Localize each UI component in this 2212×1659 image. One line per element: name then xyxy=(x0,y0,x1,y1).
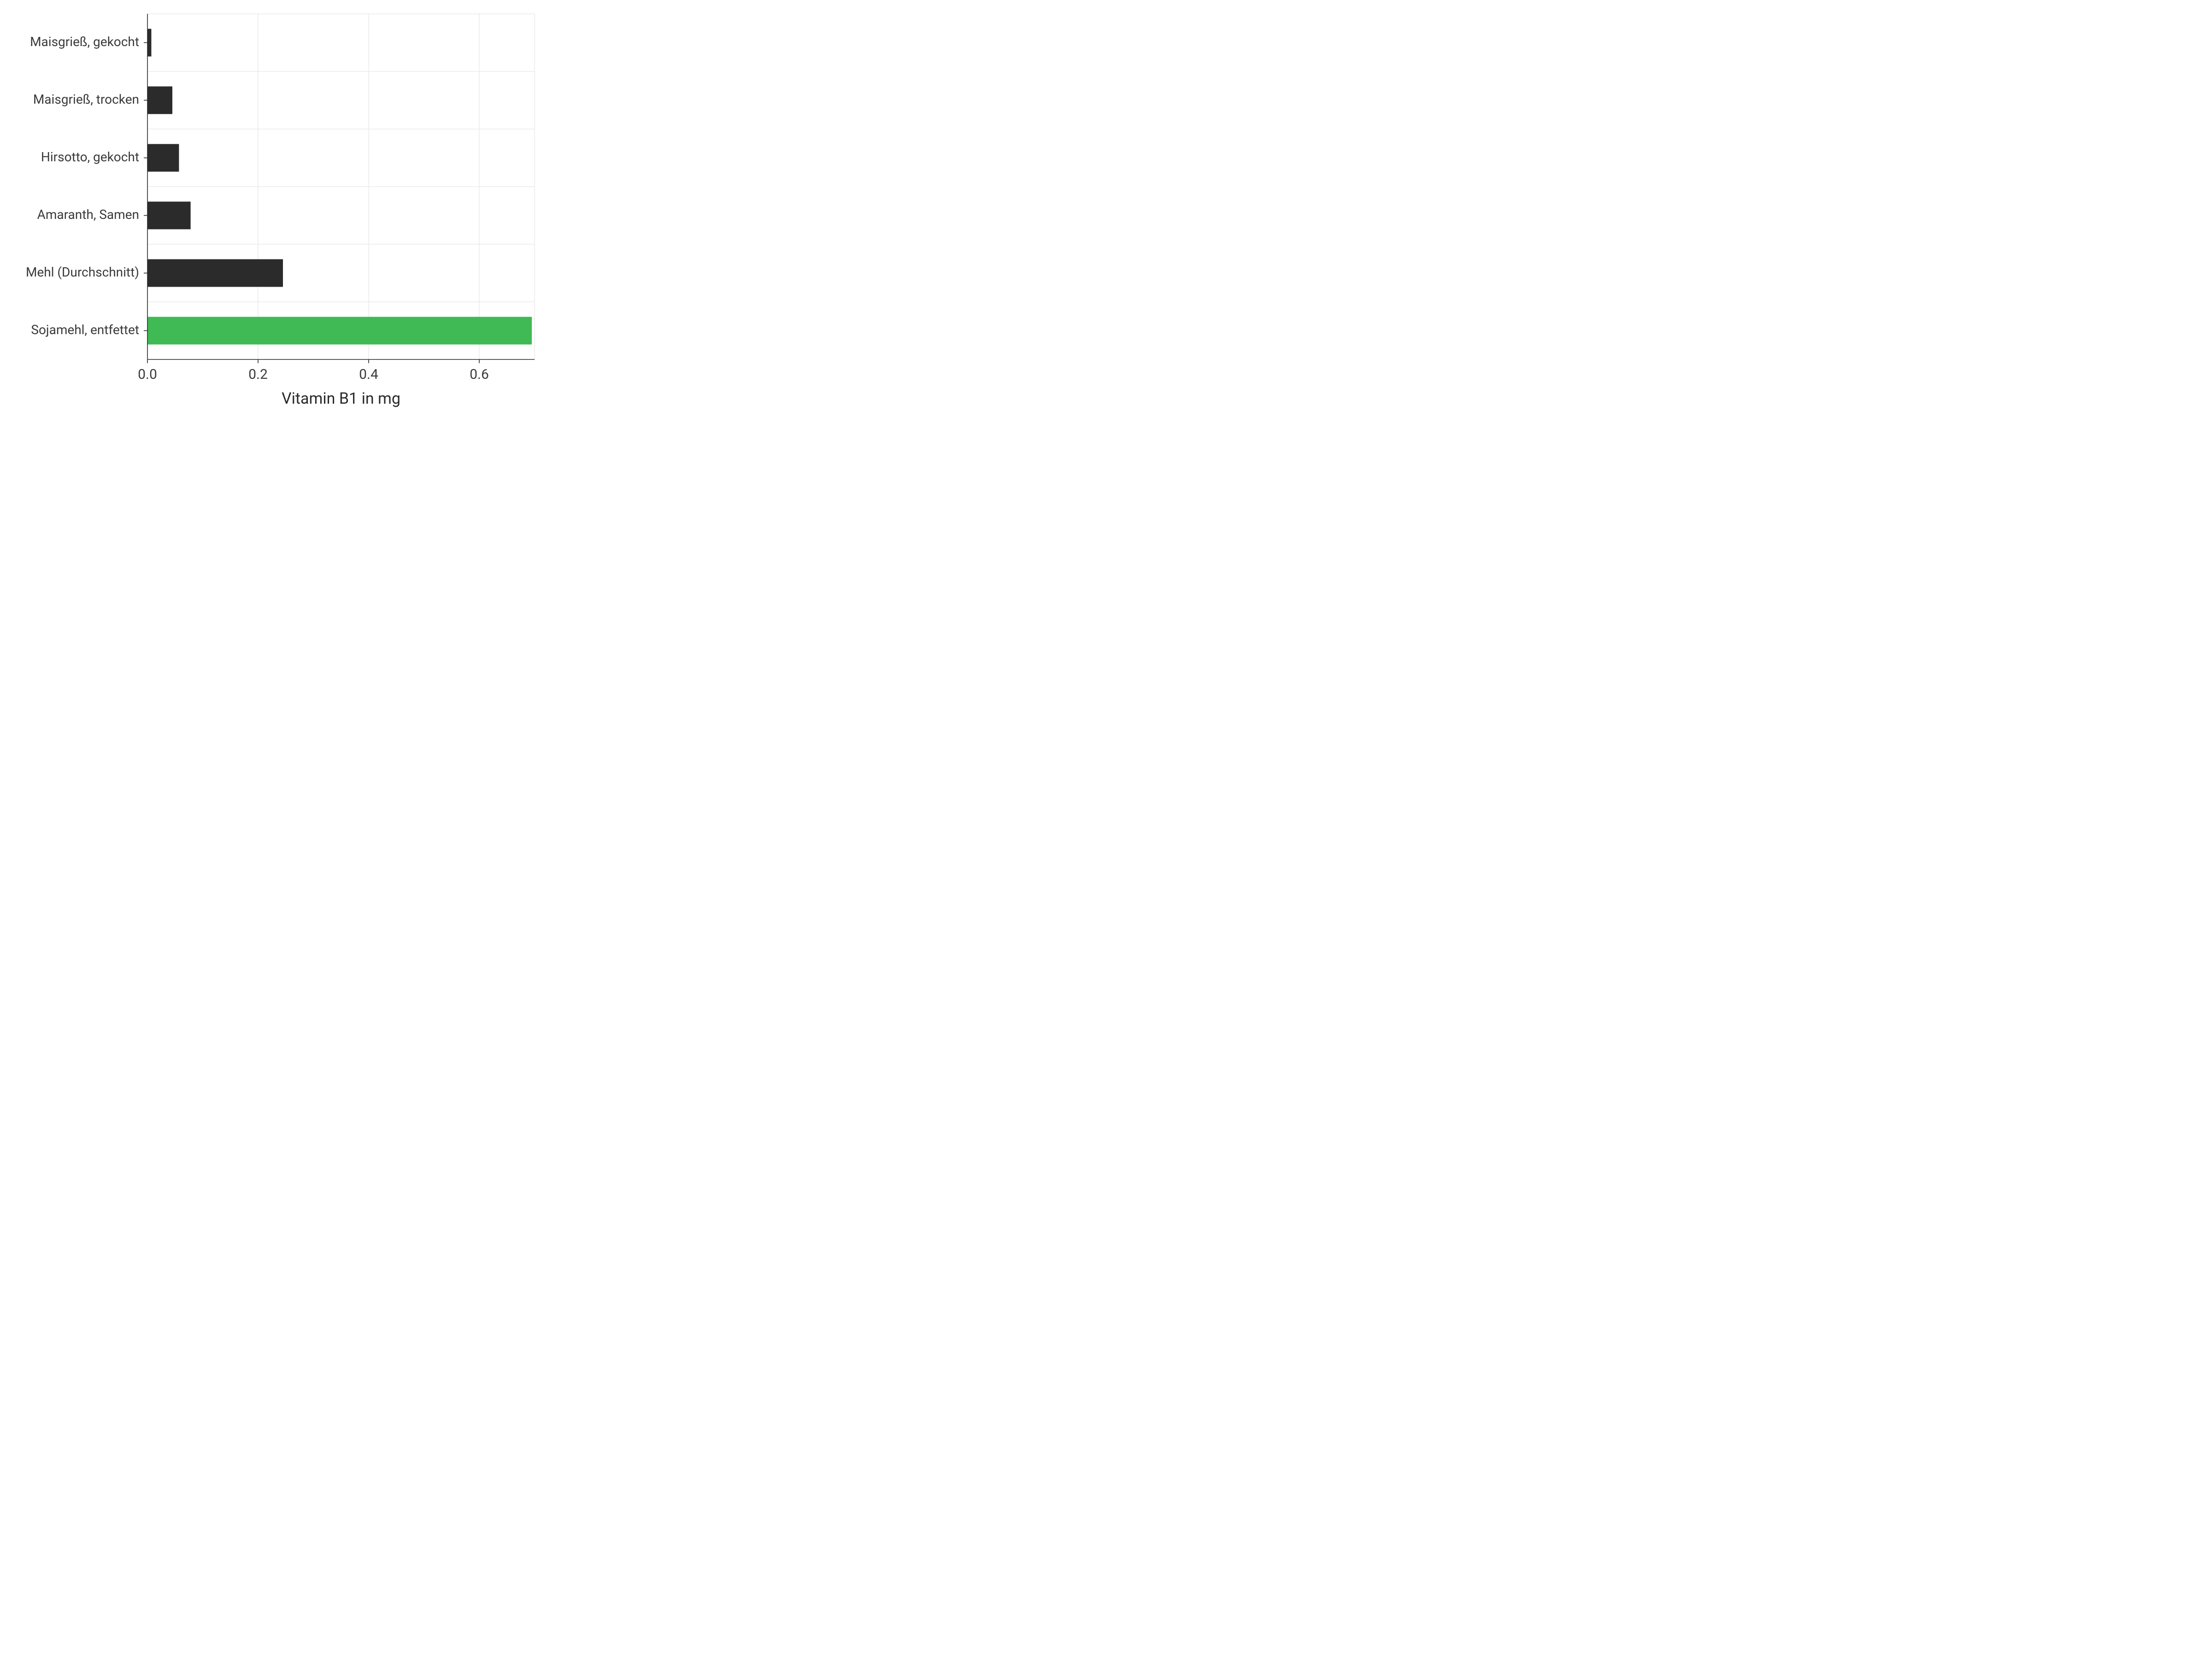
y-tick-label: Sojamehl, entfettet xyxy=(31,322,139,337)
chart-svg: 0.0 0.2 0.4 0.6 Maisgrieß, gekocht Maisgrieß,… xyxy=(0,0,553,415)
x-tick-label: 0.4 xyxy=(359,366,378,382)
bar xyxy=(147,29,151,57)
bar xyxy=(147,259,283,287)
y-tick-label: Hirsotto, gekocht xyxy=(41,149,139,165)
y-tick-label: Maisgrieß, trocken xyxy=(33,92,139,107)
x-tick-label: 0.0 xyxy=(138,366,157,382)
y-tick-label: Amaranth, Samen xyxy=(37,207,139,222)
bar xyxy=(147,202,191,229)
y-tick-label: Maisgrieß, gekocht xyxy=(30,34,139,49)
x-tick-label: 0.2 xyxy=(248,366,268,382)
bar xyxy=(147,87,172,114)
x-axis-label: Vitamin B1 in mg xyxy=(282,389,400,408)
y-tick-label: Mehl (Durchschnitt) xyxy=(26,265,139,280)
x-tick-label: 0.6 xyxy=(470,366,489,382)
bar-chart: 0.0 0.2 0.4 0.6 Maisgrieß, gekocht Maisgrieß,… xyxy=(0,0,553,415)
bar xyxy=(147,144,179,172)
bar xyxy=(147,317,532,345)
